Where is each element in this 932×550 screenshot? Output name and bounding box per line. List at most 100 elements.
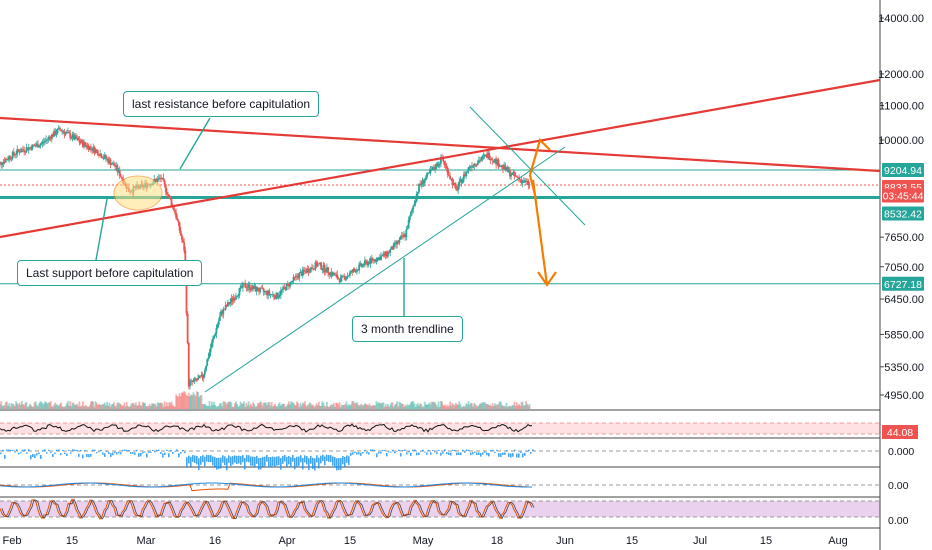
candle-body <box>24 151 27 153</box>
macd-histogram-bar <box>516 453 518 458</box>
candle-body <box>459 179 462 182</box>
candle-body <box>69 132 72 139</box>
volume-bar <box>186 396 189 409</box>
volume-bar <box>306 405 309 409</box>
candle-body <box>406 228 409 230</box>
candle-body <box>488 152 491 160</box>
candle-body <box>92 146 95 151</box>
macd-histogram-bar <box>134 452 136 455</box>
macd-histogram-bar <box>302 457 304 470</box>
candle-body <box>450 178 453 180</box>
candle-body <box>347 275 350 277</box>
candle-body <box>270 294 273 296</box>
candle-body <box>205 366 207 371</box>
volume-bar <box>243 401 245 409</box>
candle-body <box>426 173 428 178</box>
volume-bar <box>69 401 72 409</box>
macd-histogram-bar <box>358 452 360 455</box>
candle-body <box>304 270 306 272</box>
macd-histogram-bar <box>214 456 216 467</box>
volume-bar <box>90 401 92 409</box>
macd-histogram-bar <box>436 452 438 455</box>
candle-body <box>186 313 189 344</box>
volume-bar <box>339 406 342 409</box>
volume-bar <box>93 406 96 409</box>
candle-body <box>266 291 268 296</box>
candle-body <box>199 375 202 377</box>
candle-body <box>113 162 115 166</box>
volume-bar <box>315 403 318 409</box>
macd-histogram-bar <box>48 449 50 451</box>
candle-body <box>498 166 501 168</box>
candle-body <box>346 275 349 278</box>
candle-body <box>338 278 341 283</box>
macd-histogram-bar <box>458 452 460 456</box>
volume-bar <box>86 406 89 409</box>
candle-body <box>33 145 36 147</box>
macd-histogram-bar <box>100 449 102 451</box>
candle-body <box>246 287 249 289</box>
candle-body <box>314 262 317 270</box>
candle-body <box>41 141 44 144</box>
volume-bar <box>433 402 435 409</box>
candle-body <box>474 163 477 165</box>
candle-body <box>220 311 222 317</box>
candle-body <box>292 276 295 282</box>
volume-bar <box>2 405 5 409</box>
macd-histogram-bar <box>430 452 432 455</box>
volume-bar <box>342 405 344 409</box>
macd-histogram-bar <box>146 453 148 458</box>
candle-body <box>396 240 399 245</box>
candle-body <box>71 134 74 138</box>
volume-bar <box>345 401 348 409</box>
candle-body <box>475 164 478 166</box>
annotation-resistance[interactable]: last resistance before capitulation <box>123 91 320 117</box>
candle-body <box>107 158 110 164</box>
volume-bar <box>9 406 12 409</box>
price-tick-label: 5350.00 <box>884 362 924 374</box>
candle-body <box>50 134 53 140</box>
volume-bar <box>430 401 433 409</box>
volume-bar <box>145 406 148 409</box>
macd-histogram-bar <box>210 455 212 462</box>
macd-histogram-bar <box>320 455 322 464</box>
volume-bar <box>85 405 88 409</box>
volume-bar <box>183 391 186 409</box>
volume-bar <box>421 406 424 409</box>
volume-bar <box>207 405 210 409</box>
volume-bar <box>98 403 100 409</box>
candle-body <box>519 179 522 181</box>
macd-histogram-bar <box>252 456 254 466</box>
volume-bar <box>335 402 338 409</box>
macd-histogram-bar <box>8 449 10 451</box>
macd-histogram-bar <box>400 453 402 457</box>
candle-body <box>286 283 289 285</box>
macd-histogram-bar <box>380 451 382 454</box>
volume-bar <box>314 405 317 409</box>
candle-body <box>497 159 500 167</box>
candle-body <box>308 271 311 273</box>
macd-histogram-bar <box>404 449 406 451</box>
candle-body <box>282 286 285 290</box>
descending-resistance-line <box>0 116 881 173</box>
volume-bar <box>217 405 220 409</box>
candle-body <box>43 140 46 143</box>
candle-body <box>79 142 82 144</box>
volume-bar <box>273 405 275 409</box>
volume-bar <box>415 404 418 409</box>
annotation-trendline[interactable]: 3 month trendline <box>352 316 463 342</box>
volume-bar <box>429 404 432 409</box>
volume-bar <box>221 406 224 409</box>
candle-body <box>285 283 288 291</box>
macd-histogram-bar <box>326 454 328 462</box>
macd-histogram-bar <box>448 452 450 456</box>
macd-histogram-bar <box>488 453 490 457</box>
volume-bar <box>146 406 149 409</box>
descending-short-trendline <box>469 106 586 226</box>
volume-bar <box>291 402 294 409</box>
macd-histogram-bar <box>186 457 188 468</box>
annotation-support[interactable]: Last support before capitulation <box>17 260 203 286</box>
candle-body <box>460 179 463 184</box>
